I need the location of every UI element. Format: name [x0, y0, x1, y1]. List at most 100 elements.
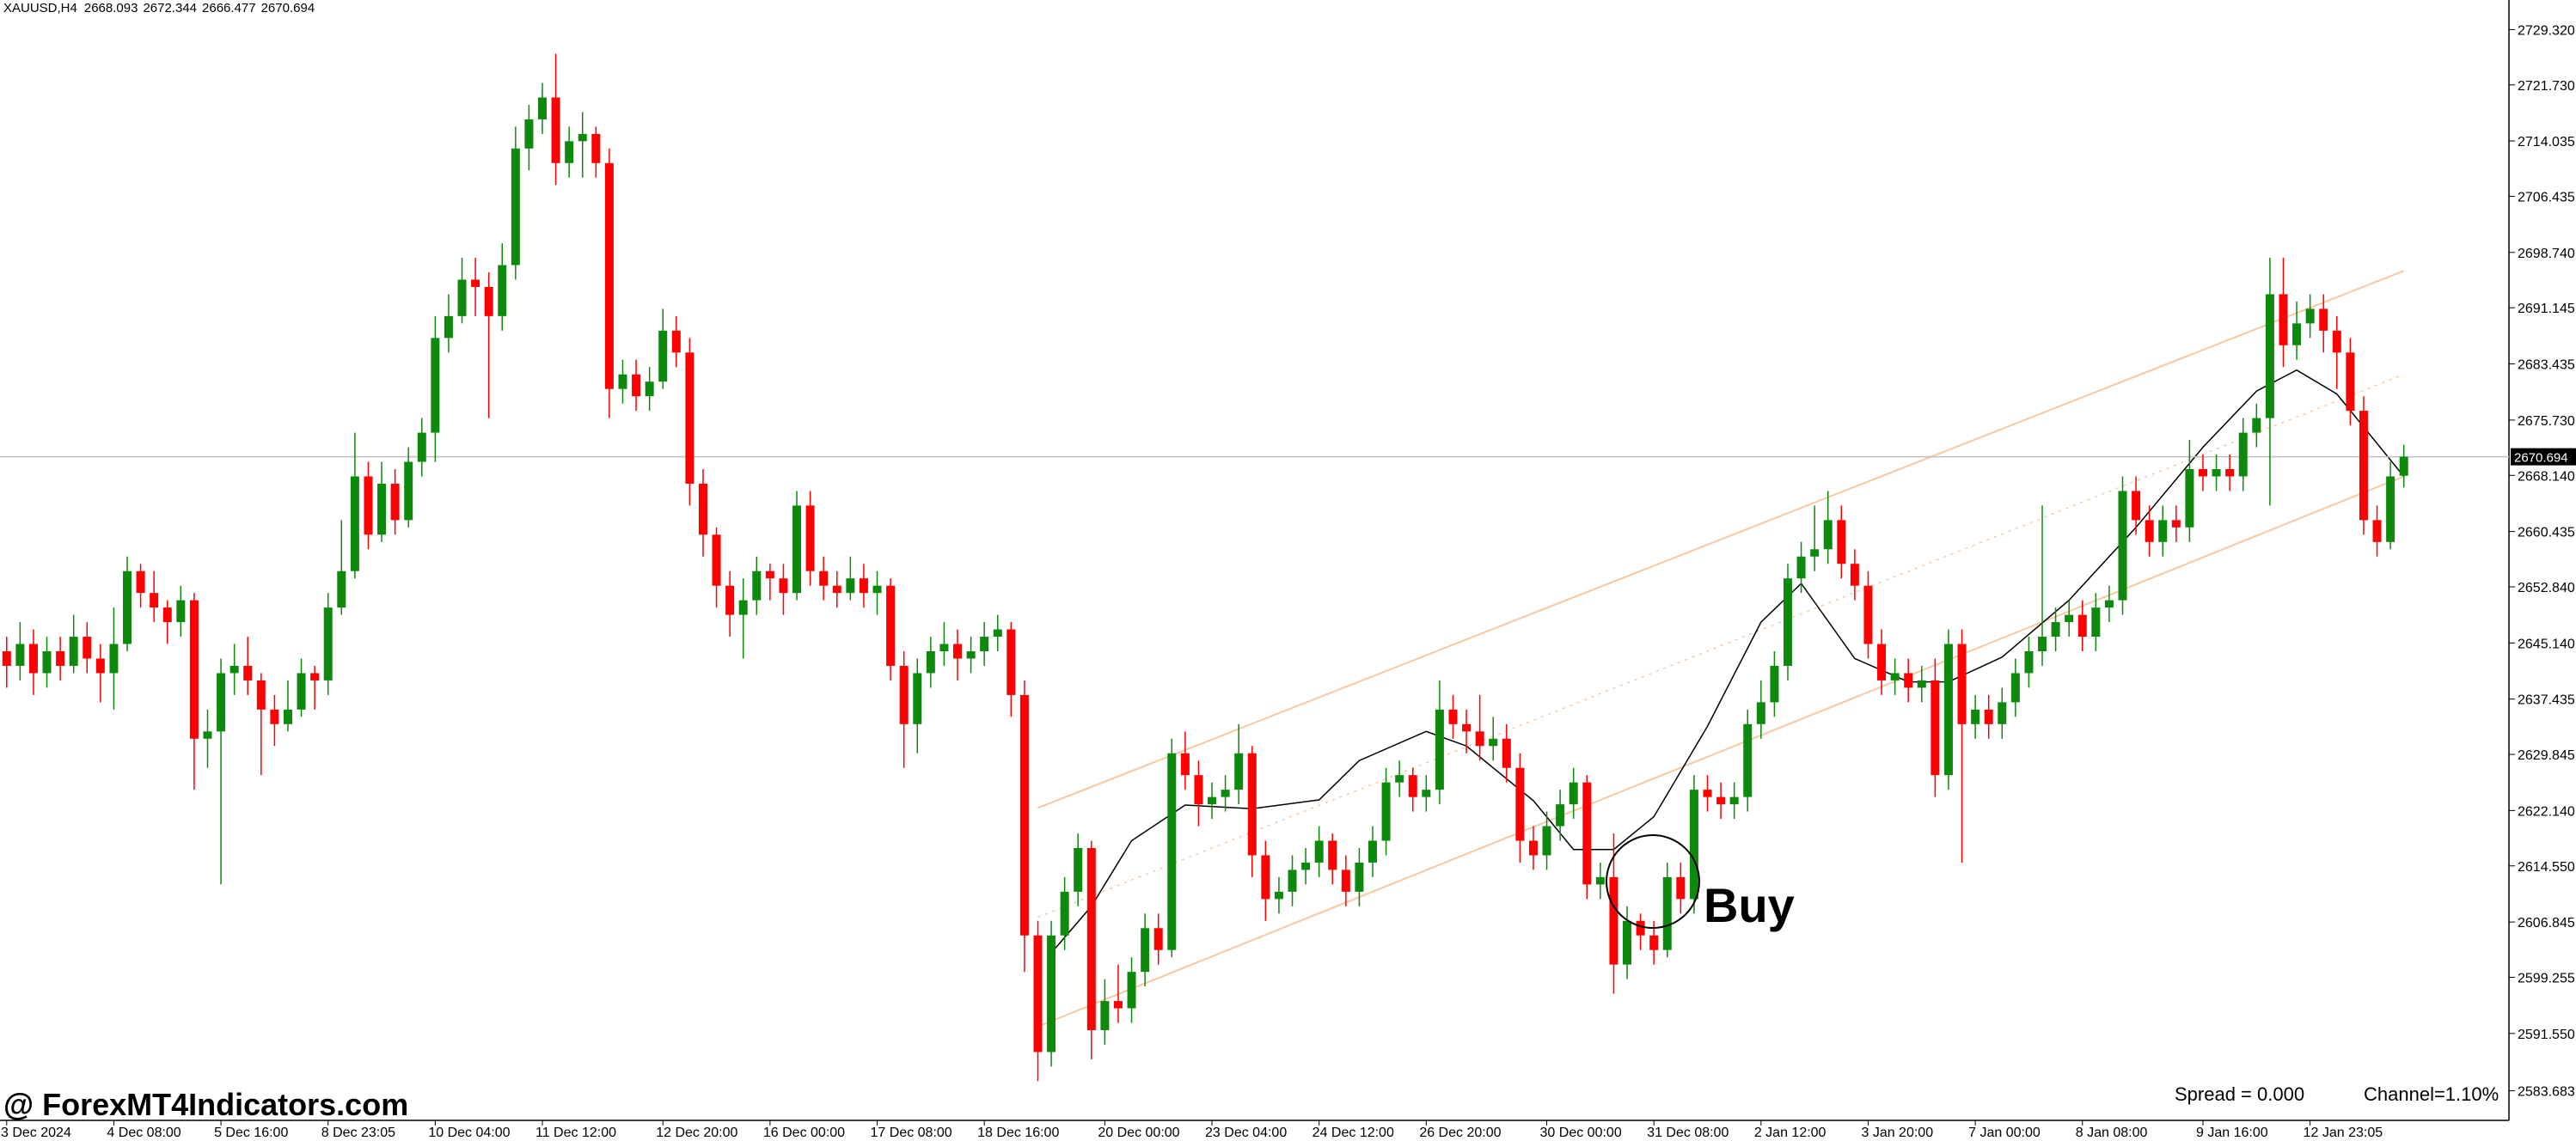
buy-circle [1606, 834, 1700, 929]
candle-body [805, 505, 815, 571]
candle-body [42, 651, 52, 674]
candle-body [2, 651, 11, 666]
candle-body [1127, 972, 1136, 1009]
candle-body [899, 665, 909, 724]
candle-body [2346, 352, 2355, 412]
y-tick-label: 2668.140 [2518, 469, 2575, 484]
candle-body [417, 432, 426, 462]
candle-body [886, 585, 896, 666]
candle-body [1261, 855, 1270, 900]
candle-body [1153, 928, 1163, 950]
candle-body [1395, 775, 1404, 783]
candle-body [217, 673, 226, 732]
candle-body [1971, 709, 1980, 724]
candle-body [297, 673, 306, 710]
candle-body [28, 644, 38, 674]
candle-body [698, 483, 707, 535]
candle-body [511, 148, 520, 265]
candle-body [1221, 790, 1230, 797]
x-tick-label: 12 Dec 20:00 [656, 1126, 737, 1140]
price-label-box [2511, 448, 2576, 466]
price-label: 2670.694 [2514, 451, 2568, 466]
candle-body [2171, 520, 2181, 528]
y-tick-label: 2645.140 [2518, 637, 2575, 651]
candle-body [685, 352, 694, 484]
candle-body [431, 338, 440, 433]
ma-line [1050, 369, 2405, 954]
candle-body [337, 570, 346, 608]
candle-body [953, 644, 963, 659]
candle-body [1689, 790, 1698, 900]
candle-body [2132, 491, 2141, 521]
candle-body [498, 265, 507, 316]
candle-body [270, 709, 279, 724]
candle-body [1448, 709, 1458, 724]
x-tick-label: 3 Jan 20:00 [1861, 1126, 1933, 1140]
x-tick-label: 8 Dec 23:05 [321, 1126, 395, 1140]
x-tick-label: 12 Jan 23:05 [2304, 1126, 2383, 1140]
candle-body [859, 578, 868, 594]
candle-body [136, 570, 145, 594]
candle-body [2104, 600, 2114, 608]
candle-body [591, 133, 601, 163]
candle-body [2145, 520, 2154, 542]
candle-body [846, 578, 855, 594]
candle-body [993, 629, 1002, 638]
candle-body [229, 665, 239, 674]
candle-body [1890, 673, 1900, 680]
candle-body [1194, 775, 1203, 805]
candle-body [1019, 694, 1029, 936]
candle-body [69, 637, 78, 666]
candle-body [658, 330, 668, 382]
candle-body [1422, 790, 1431, 797]
candle-body [1368, 840, 1377, 863]
candle-body [645, 381, 654, 397]
candle-body [671, 330, 681, 353]
candle-body [1703, 790, 1712, 797]
y-tick-label: 2583.683 [2518, 1085, 2575, 1100]
x-tick-label: 17 Dec 08:00 [871, 1126, 952, 1140]
x-tick-label: 20 Dec 00:00 [1098, 1126, 1179, 1140]
y-tick-label: 2652.840 [2518, 581, 2575, 595]
x-tick-label: 16 Dec 00:00 [763, 1126, 845, 1140]
x-tick-label: 24 Dec 12:00 [1312, 1126, 1394, 1140]
candle-body [1569, 782, 1578, 805]
candle-body [1662, 876, 1672, 950]
candle-body [2212, 468, 2221, 477]
candle-body [1408, 775, 1417, 797]
x-tick-label: 4 Dec 08:00 [107, 1126, 181, 1140]
candle-body [1502, 738, 1511, 768]
candle-body [2319, 308, 2328, 331]
candle-body [1609, 876, 1618, 965]
watermark: @ ForexMT4Indicators.com [3, 1087, 408, 1122]
candle-body [1729, 796, 1739, 805]
candle-body [565, 141, 574, 163]
candle-body [2386, 476, 2395, 542]
candle-body [2158, 520, 2168, 542]
candle-body [712, 534, 721, 586]
candle-body [1756, 702, 1765, 724]
candle-body [832, 585, 841, 594]
candle-body [377, 483, 387, 535]
candle-body [243, 665, 253, 680]
candle-body [1208, 796, 1217, 805]
candle-body [765, 570, 774, 579]
candle-body [176, 600, 186, 623]
candle-body [604, 162, 614, 389]
candle-body [1823, 520, 1833, 550]
candle-body [1810, 549, 1820, 557]
candle-body [203, 731, 212, 739]
candle-body [1998, 702, 2007, 724]
candle-body [725, 585, 735, 615]
x-tick-label: 30 Dec 00:00 [1540, 1126, 1622, 1140]
x-tick-label: 18 Dec 16:00 [977, 1126, 1059, 1140]
candle-body [350, 476, 359, 571]
candle-body [872, 585, 882, 594]
candle-body [1528, 840, 1538, 856]
candle-body [1274, 891, 1283, 900]
candle-body [913, 673, 922, 724]
candle-body [966, 651, 976, 659]
candle-body [1060, 891, 1069, 936]
